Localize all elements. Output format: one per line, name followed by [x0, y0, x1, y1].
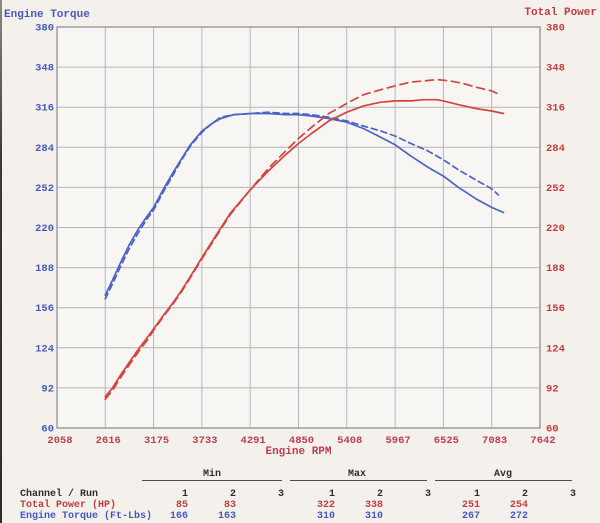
x-tick-label: 5408 [337, 435, 362, 447]
table-value: 272 [509, 510, 528, 522]
x-tick-label: 4850 [289, 435, 314, 447]
table-value: 85 [175, 500, 188, 511]
x-tick-label: 5967 [386, 435, 411, 447]
plot-border [56, 26, 541, 429]
y-tick-label-left: 252 [35, 183, 54, 195]
scan-edge-artifact [0, 0, 2, 523]
dyno-chart: 60 60 92 92 124 124 156 156 188 188 220 220 252 252 28… [35, 23, 565, 459]
table-value: 310 [316, 510, 335, 522]
table-value: 163 [217, 510, 236, 522]
table-value: 322 [316, 500, 335, 511]
x-tick-label: 4291 [241, 435, 266, 447]
y-tick-label-right: 220 [546, 223, 565, 235]
y-tick-label-right: 60 [546, 424, 559, 436]
y-tick-label-left: 156 [35, 303, 54, 315]
table-run-number: 3 [424, 489, 431, 500]
table-value: 251 [461, 500, 480, 511]
table-row-label: Total Power (HP) [20, 500, 117, 511]
table-run-number: 2 [376, 489, 383, 500]
curve-total-power-run-1 [104, 98, 505, 398]
y-tick-label-left: 348 [35, 63, 54, 75]
summary-table: Min Max Avg Channel / Run 1 2 3 1 2 3 1 2 3 Total Pow… [0, 463, 600, 523]
table-run-number: 3 [569, 489, 576, 500]
x-tick-label: 7083 [482, 435, 507, 447]
table-run-number: 1 [328, 489, 335, 500]
x-tick-label: 3175 [144, 435, 169, 447]
table-group-header-max: Max [347, 469, 366, 480]
table-value: 338 [364, 500, 383, 511]
y-tick-label-right: 252 [546, 183, 565, 195]
x-tick-label: 2616 [96, 435, 121, 447]
y-tick-label-right: 284 [546, 143, 565, 155]
x-tick-label: 2058 [47, 435, 72, 447]
table-run-number: 2 [229, 489, 236, 500]
table-value: 254 [509, 500, 528, 511]
x-tick-label: 7642 [530, 435, 555, 447]
y-tick-label-left: 284 [35, 143, 54, 155]
y-tick-label-left: 220 [35, 223, 54, 235]
table-group-header-avg: Avg [493, 469, 512, 480]
y-tick-label-left: 92 [41, 383, 54, 395]
table-run-number: 1 [181, 489, 188, 500]
y-tick-label-left: 316 [35, 103, 54, 115]
y-tick-label-left: 60 [41, 424, 54, 436]
x-tick-label: 3733 [192, 435, 217, 447]
y-tick-label-right: 156 [546, 303, 565, 315]
table-value: 267 [461, 510, 480, 522]
table-value: 310 [364, 510, 383, 522]
table-value: 83 [223, 500, 236, 511]
x-tick-label: 6525 [434, 435, 459, 447]
curve-engine-torque-run-2 [104, 111, 500, 300]
y-tick-label-right: 380 [546, 23, 565, 35]
table-value: 166 [169, 510, 188, 522]
x-axis-title: Engine RPM [265, 446, 331, 458]
table-group-rule [142, 480, 282, 481]
table-run-number: 1 [473, 489, 480, 500]
table-run-number: 2 [521, 489, 528, 500]
left-axis-title: Engine Torque [4, 9, 90, 21]
table-group-rule [290, 480, 427, 481]
y-tick-label-right: 92 [546, 383, 559, 395]
y-tick-label-left: 124 [35, 343, 54, 355]
table-channel-header: Channel / Run [20, 489, 99, 500]
table-row-label: Engine Torque (Ft-Lbs) [20, 510, 153, 522]
y-tick-label-left: 188 [35, 263, 54, 275]
y-tick-label-right: 124 [546, 343, 565, 355]
y-tick-label-right: 188 [546, 263, 565, 275]
right-axis-title: Total Power [524, 7, 597, 19]
y-tick-label-right: 316 [546, 103, 565, 115]
y-tick-label-left: 380 [35, 23, 54, 35]
table-group-header-min: Min [202, 469, 221, 480]
y-tick-label-right: 348 [546, 63, 565, 75]
table-group-rule [435, 480, 572, 481]
table-run-number: 3 [277, 489, 284, 500]
